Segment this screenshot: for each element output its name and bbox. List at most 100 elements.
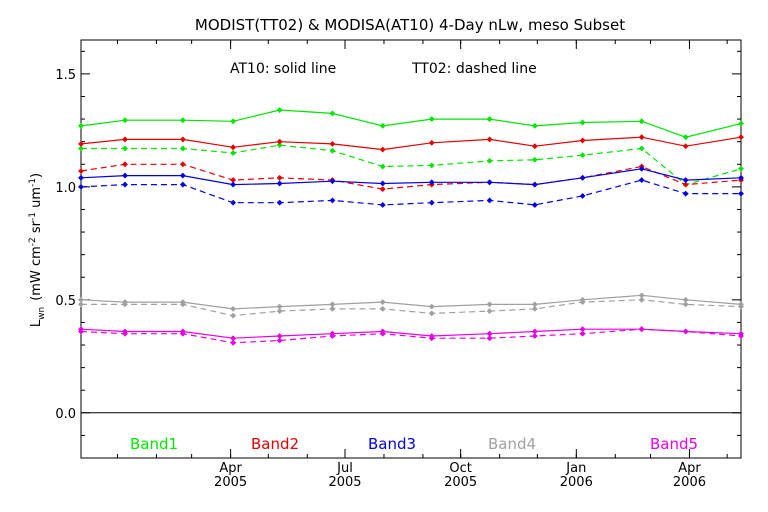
band5-dashed-point: [738, 333, 744, 339]
band3-dashed-point: [738, 190, 744, 197]
band3-dashed-point: [230, 199, 237, 206]
band3-solid-point: [486, 179, 493, 186]
band4-solid-point: [230, 305, 237, 312]
band4-solid-point: [329, 301, 336, 308]
band1-dashed-point: [579, 152, 586, 159]
band2-solid-point: [531, 143, 538, 150]
band5-dashed-point: [230, 339, 237, 346]
band4-solid-line: [80, 294, 742, 310]
band3-dashed-point: [682, 190, 689, 197]
band3-dashed-point: [486, 197, 493, 204]
band4-solid-point: [531, 301, 538, 308]
x-tick-year: 2006: [673, 475, 706, 490]
band4-solid-point: [682, 296, 689, 303]
y-tick-label: 1.5: [55, 68, 76, 83]
band4-dashed-point: [531, 305, 538, 312]
band5-dashed-point: [122, 330, 128, 337]
band2-dashed-point: [379, 186, 386, 193]
band1-solid-point: [276, 107, 283, 113]
band3-solid-point: [638, 165, 645, 172]
band4-dashed-point: [122, 301, 128, 308]
band5-dashed-point: [638, 326, 645, 333]
band3-solid-point: [329, 178, 336, 185]
band3-solid-point: [276, 180, 283, 187]
band5-dashed-point: [179, 330, 186, 337]
band1-dashed-point: [329, 147, 336, 154]
band4-solid-point: [78, 296, 84, 303]
band3-dashed-point: [276, 199, 283, 206]
x-tick-month: Jul: [336, 461, 353, 476]
band2-dashed-point: [230, 177, 237, 184]
band1-dashed-point: [179, 145, 186, 152]
band2-solid-point: [230, 144, 237, 151]
x-tick-month: Apr: [678, 461, 701, 476]
band5-dashed-point: [78, 328, 84, 335]
band1-solid-point: [122, 117, 128, 124]
band5-solid-point: [531, 328, 538, 335]
band2-solid-point: [122, 136, 128, 143]
band1-solid-point: [486, 116, 493, 123]
band3-solid-point: [531, 181, 538, 188]
band1-dashed-line: [81, 144, 742, 186]
band1-solid-point: [531, 122, 538, 129]
legend-band2: Band2: [251, 435, 299, 453]
y-label-open: (mW cm: [29, 246, 44, 301]
band3-dashed-point: [329, 197, 336, 204]
annotation-solid: AT10: solid line: [230, 61, 336, 77]
band5-dashed-point: [329, 333, 336, 339]
band1-solid-point: [179, 117, 186, 124]
x-tick-year: 2005: [214, 475, 247, 490]
band3-solid-point: [230, 181, 237, 188]
annotation-dashed: TT02: dashed line: [411, 61, 537, 77]
band3-solid-point: [78, 174, 84, 181]
x-tick-year: 2006: [560, 475, 593, 490]
band2-solid-point: [78, 141, 84, 147]
y-axis: 0.0 0.5 1.0 1.5: [55, 50, 741, 436]
band5-dashed-point: [682, 328, 689, 335]
band3-solid-point: [738, 174, 744, 181]
legend-band4: Band4: [488, 435, 536, 453]
band4-dashed-point: [179, 301, 186, 308]
band4-solid-point: [379, 299, 386, 306]
band4-dashed-line: [81, 299, 742, 317]
band1-dashed-point: [738, 165, 744, 172]
plot-frame: [80, 39, 742, 459]
band1-dashed-point: [230, 150, 237, 156]
band2-dashed-line: [80, 163, 742, 190]
band3-solid-point: [682, 177, 689, 184]
y-tick-label: 0.5: [55, 294, 76, 309]
band4-dashed-point: [638, 296, 645, 303]
band4-dashed-point: [428, 310, 435, 317]
x-tick-year: 2005: [444, 475, 477, 490]
band1-solid-point: [579, 119, 586, 126]
band4-dashed-point: [329, 305, 336, 312]
band5-dashed-point: [579, 330, 586, 337]
legend-band3: Band3: [368, 435, 416, 453]
legend-band5: Band5: [650, 435, 698, 453]
band4-dashed-point: [78, 301, 84, 308]
band5-solid-point: [276, 333, 283, 339]
band2-solid-point: [682, 143, 689, 150]
band4-dashed-point: [486, 308, 493, 315]
band3-dashed-point: [531, 202, 538, 208]
band4-dashed-point: [379, 305, 386, 312]
band5-dashed-point: [428, 335, 435, 342]
band1-dashed-point: [122, 145, 128, 152]
x-tick-month: Jan: [565, 461, 586, 476]
band2-solid-point: [486, 136, 493, 143]
y-tick-label: 0.0: [55, 407, 76, 422]
band4-solid-point: [486, 301, 493, 308]
band5-dashed-line: [80, 328, 742, 344]
band3-dashed-point: [179, 181, 186, 188]
band4-dashed-point: [276, 308, 283, 315]
band3-solid-point: [428, 179, 435, 186]
band3-dashed-point: [428, 199, 435, 206]
band5-dashed-point: [531, 333, 538, 339]
band5-solid-point: [579, 326, 586, 333]
band3-dashed-point: [122, 181, 128, 188]
y-label-exp2: -1: [28, 212, 38, 221]
band4-dashed-point: [738, 303, 744, 310]
band3-dashed-line: [80, 179, 741, 206]
band4-solid-point: [638, 292, 645, 299]
chart-title: MODIST(TT02) & MODISA(AT10) 4-Day nLw, m…: [195, 16, 625, 34]
